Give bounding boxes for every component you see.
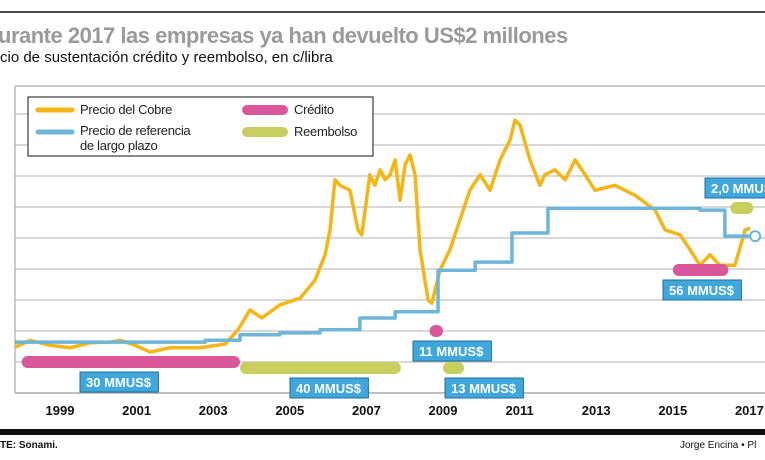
amount-label-box <box>704 177 765 199</box>
series-end-marker <box>749 230 762 243</box>
series-line-reference <box>15 206 759 344</box>
x-tick-label: 2011 <box>505 403 533 418</box>
amount-label: 2,0 MMUS$ <box>711 181 765 196</box>
amount-label-box <box>289 377 369 399</box>
series-layer <box>14 118 762 354</box>
x-tick-label: 2017 <box>735 403 764 418</box>
x-tick-label: 2003 <box>199 403 228 418</box>
legend-box <box>27 96 374 157</box>
x-tick-label: 2015 <box>658 403 687 418</box>
legend-label-reference-2: de largo plazo <box>80 138 158 153</box>
bottom-rule <box>0 429 765 435</box>
amount-label-box <box>444 377 524 399</box>
amount-label-box <box>412 340 492 362</box>
bars-layer: 30 MMUS$ 40 MMUS$ 11 MMUS$ 13 MMUS$ 56 MMUS$… <box>21 177 765 399</box>
credit-note: Jorge Encina • Pl <box>680 440 756 451</box>
amount-label: 30 MMUS$ <box>86 375 152 390</box>
amount-label: 40 MMUS$ <box>296 381 362 396</box>
legend: Precio del Cobre Precio de referencia de… <box>27 96 374 157</box>
amount-label-box <box>79 371 159 393</box>
amount-label: 13 MMUS$ <box>451 381 517 396</box>
x-tick-label: 2001 <box>122 403 151 418</box>
x-tick-label: 2007 <box>352 403 381 418</box>
chart-subtitle: cio de sustentación crédito y reembolso,… <box>0 49 333 66</box>
amount-label: 11 MMUS$ <box>419 344 484 359</box>
amount-label: 56 MMUS$ <box>669 283 735 298</box>
legend-label-credit: Crédito <box>294 102 334 117</box>
source-note: TE: Sonami. <box>0 440 58 451</box>
x-tick-label: 2013 <box>582 403 611 418</box>
legend-label-refund: Reembolso <box>294 124 357 139</box>
x-tick-label: 2009 <box>429 403 458 418</box>
amount-label-box <box>662 279 742 301</box>
chart-title: urante 2017 las empresas ya han devuelto… <box>0 23 568 48</box>
legend-label-copper: Precio del Cobre <box>80 102 172 117</box>
x-tick-label: 1999 <box>46 403 75 418</box>
legend-label-reference-1: Precio de referencia <box>80 123 191 138</box>
x-tick-label: 2005 <box>275 403 304 418</box>
x-axis: 1999 2001 2003 2005 2007 2009 2011 2013 2015 2017 <box>46 403 764 418</box>
